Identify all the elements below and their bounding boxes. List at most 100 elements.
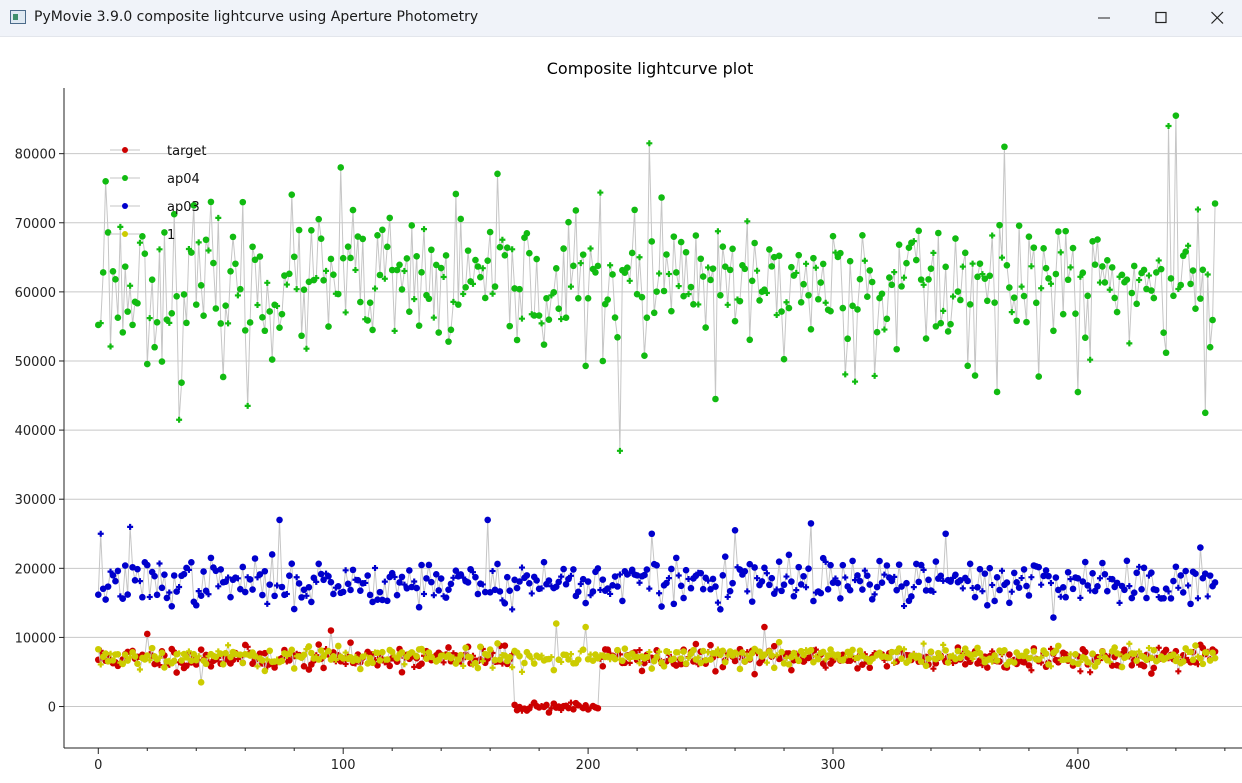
data-point — [339, 588, 347, 596]
data-point — [883, 562, 891, 569]
data-point — [861, 567, 868, 574]
data-point — [609, 271, 616, 278]
data-point — [1099, 559, 1106, 567]
data-point — [957, 296, 964, 304]
data-point — [293, 286, 300, 293]
data-point — [538, 585, 545, 592]
data-point — [680, 594, 687, 602]
data-point — [249, 243, 256, 251]
data-point — [117, 223, 124, 230]
data-point — [660, 663, 668, 670]
data-point — [234, 575, 241, 582]
data-point — [440, 274, 447, 281]
y-tick-label: 20000 — [15, 562, 56, 577]
data-point — [518, 668, 525, 675]
data-point — [920, 566, 927, 573]
data-point — [545, 316, 553, 323]
data-point — [232, 260, 239, 268]
data-point — [815, 295, 822, 303]
data-point — [763, 659, 770, 666]
data-point — [1206, 572, 1214, 579]
lightcurve-plot[interactable]: Composite lightcurve plot 0 10000 20000 300… — [0, 36, 1242, 783]
data-point — [481, 588, 489, 596]
data-point — [156, 662, 163, 669]
data-point — [837, 595, 844, 602]
data-point — [259, 314, 266, 321]
data-point — [1192, 570, 1199, 578]
data-point — [533, 255, 540, 263]
data-point — [1094, 236, 1101, 243]
data-point — [166, 589, 173, 596]
data-point — [854, 572, 861, 579]
data-point — [391, 327, 398, 334]
data-point — [579, 575, 587, 583]
data-point — [249, 586, 256, 593]
data-point — [741, 567, 749, 575]
data-point — [383, 597, 391, 605]
data-point — [376, 271, 384, 279]
data-point — [1192, 642, 1199, 649]
title-bar[interactable]: PyMovie 3.9.0 composite lightcurve using… — [0, 0, 1242, 37]
data-point — [731, 317, 739, 325]
data-point — [817, 279, 825, 286]
data-point — [1099, 263, 1106, 270]
data-point — [699, 647, 707, 655]
data-point — [570, 705, 577, 713]
data-point — [460, 291, 467, 298]
data-point — [342, 309, 349, 316]
data-point — [388, 266, 396, 274]
data-point — [1064, 656, 1072, 663]
data-point — [349, 206, 357, 214]
data-point — [579, 251, 587, 258]
data-point — [560, 565, 567, 573]
data-point — [930, 588, 937, 595]
data-point — [161, 229, 168, 236]
data-point — [342, 567, 349, 574]
data-point — [881, 571, 888, 578]
data-point — [891, 269, 898, 276]
data-point — [726, 266, 734, 274]
data-point — [1192, 305, 1199, 313]
data-point — [327, 578, 335, 586]
data-point — [156, 560, 163, 567]
data-point — [614, 646, 621, 654]
data-point — [347, 254, 354, 262]
data-point — [1101, 279, 1109, 286]
data-point — [161, 571, 168, 578]
data-point — [222, 302, 229, 309]
data-point — [932, 558, 940, 565]
data-point — [156, 246, 163, 253]
data-point — [670, 233, 678, 240]
data-point — [969, 260, 976, 267]
data-point — [523, 230, 531, 237]
data-point — [986, 272, 994, 280]
data-point — [479, 265, 486, 272]
data-point — [981, 570, 989, 577]
data-point — [239, 659, 247, 667]
data-point — [665, 575, 672, 582]
data-point — [1045, 275, 1052, 282]
data-point — [837, 249, 844, 257]
data-point — [202, 236, 210, 244]
data-point — [925, 576, 932, 584]
data-point — [325, 572, 332, 580]
data-point — [430, 592, 437, 599]
data-point — [795, 657, 803, 665]
data-point — [491, 656, 499, 664]
data-point — [256, 253, 264, 260]
data-point — [898, 583, 905, 590]
data-point — [952, 235, 959, 242]
data-point — [795, 251, 803, 259]
data-point — [330, 271, 337, 278]
data-point — [136, 578, 143, 585]
data-point — [462, 644, 469, 652]
minimize-button[interactable] — [1081, 0, 1127, 36]
data-point — [305, 643, 313, 650]
maximize-button[interactable] — [1138, 0, 1184, 36]
data-point — [153, 319, 161, 326]
data-point — [264, 656, 271, 663]
data-point — [268, 356, 276, 363]
close-button[interactable] — [1194, 0, 1240, 36]
data-point — [241, 588, 249, 596]
data-point — [462, 284, 469, 291]
